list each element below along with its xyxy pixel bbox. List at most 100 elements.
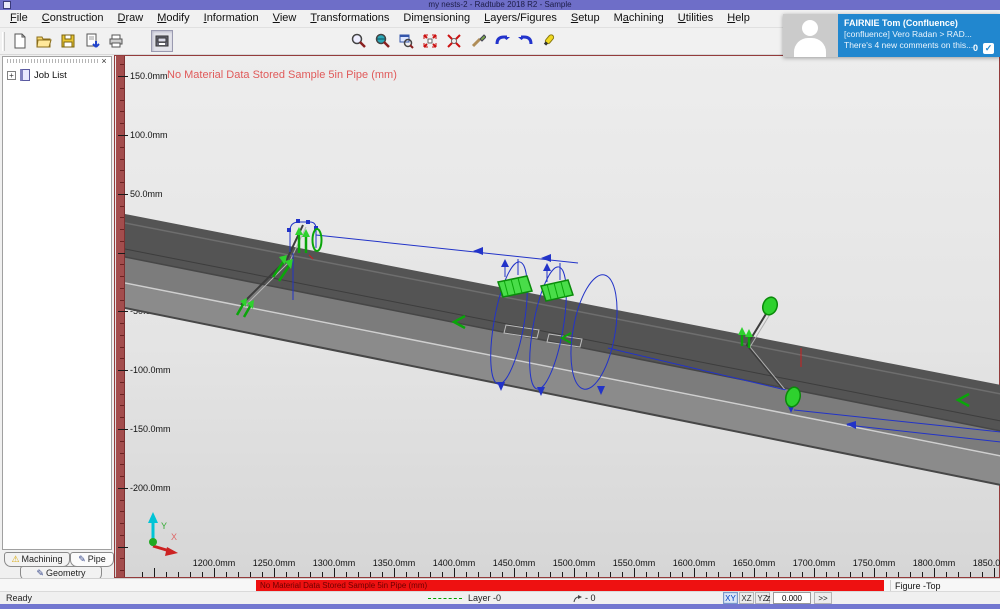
notification-subject: [confluence] Vero Radan > RAD... (844, 29, 972, 39)
zoom-unzoom-button[interactable] (443, 30, 465, 52)
close-icon[interactable]: × (101, 56, 107, 66)
plot-icon (154, 35, 170, 53)
h-ruler-label: 1250.0mm (252, 558, 296, 568)
highlighter-button[interactable] (539, 30, 561, 52)
plane-button-xz[interactable]: XZ (739, 592, 754, 604)
ruler-tick (274, 568, 275, 577)
more-button[interactable]: >> (814, 592, 832, 604)
ruler-tick (120, 323, 124, 325)
notification-count: 0 (972, 43, 978, 53)
ruler-tick (214, 568, 215, 577)
menu-draw[interactable]: Draw (117, 12, 144, 24)
pen-icon: ✎ (36, 568, 45, 578)
ruler-tick (646, 572, 647, 577)
open-button[interactable] (33, 30, 55, 52)
ruler-tick (682, 572, 683, 577)
pipe-3d-view[interactable]: Y X (125, 56, 1000, 577)
menu-machining[interactable]: Machining (613, 12, 664, 24)
layer-indicator[interactable]: Layer -0 (428, 593, 501, 603)
open-icon (36, 36, 52, 53)
menu-information[interactable]: Information (203, 12, 259, 24)
ruler-tick (120, 264, 124, 266)
ruler-tick (346, 572, 347, 577)
toolpath-lines (287, 219, 1000, 443)
menu-help[interactable]: Help (727, 12, 750, 24)
undo-button[interactable] (491, 30, 513, 52)
ruler-tick (120, 417, 124, 419)
ruler-tick (120, 217, 124, 219)
z-label: z (766, 593, 771, 603)
ruler-tick (118, 487, 128, 489)
notification-message[interactable]: FAIRNIE Tom (Confluence) [confluence] Ve… (838, 14, 1000, 57)
menu-construction[interactable]: Construction (41, 12, 104, 24)
ruler-tick (118, 546, 128, 548)
notification-toast[interactable]: FAIRNIE Tom (Confluence) [confluence] Ve… (783, 14, 1000, 57)
h-ruler-label: 1400.0mm (432, 558, 476, 568)
banner-row: No Material Data Stored Sample 5in Pipe … (0, 578, 1000, 592)
ruler-tick (622, 572, 623, 577)
ruler-tick (120, 287, 124, 289)
tab-pipe[interactable]: ✎ Pipe (70, 552, 114, 567)
z-input[interactable] (773, 592, 811, 604)
menu-layers-figures[interactable]: Layers/Figures (484, 12, 557, 24)
h-ruler-label: 1850.0mm (972, 558, 1000, 568)
plane-button-xy[interactable]: XY (723, 592, 738, 604)
print-button[interactable] (105, 30, 127, 52)
datum-marks (308, 254, 802, 367)
brush-icon (470, 34, 487, 53)
ruler-tick (120, 558, 124, 560)
ruler-tick (382, 572, 383, 577)
ruler-tick (598, 572, 599, 577)
notification-preview: There's 4 new comments on this... (844, 40, 974, 50)
menu-transformations[interactable]: Transformations (310, 12, 390, 24)
ruler-tick (120, 511, 124, 513)
menu-dimensioning[interactable]: Dimensioning (403, 12, 471, 24)
tree-item-job-list[interactable]: + Job List (7, 68, 67, 82)
ruler-tick (118, 193, 128, 195)
drawing-canvas[interactable]: 150.0mm100.0mm50.0mm-50.0mm-100.0mm-150.… (114, 55, 1000, 578)
panel-grip[interactable] (7, 59, 99, 63)
ruler-tick (454, 568, 455, 577)
menu-file[interactable]: File (10, 12, 28, 24)
ruler-tick (202, 572, 203, 577)
ruler-tick (886, 572, 887, 577)
ruler-tick (298, 572, 299, 577)
ruler-tick (982, 572, 983, 577)
tab-machining[interactable]: ⚠ Machining (4, 552, 70, 567)
ruler-tick (118, 252, 128, 254)
ruler-tick (118, 76, 128, 78)
highlighter-icon (542, 34, 558, 53)
toolbar-group-file (8, 30, 128, 54)
zoom-button[interactable] (347, 30, 369, 52)
plot-button[interactable] (151, 30, 173, 52)
undo-icon (494, 35, 510, 53)
ruler-tick (120, 123, 124, 125)
redo-button[interactable] (515, 30, 537, 52)
pipe-body (125, 214, 1000, 486)
brush-button[interactable] (467, 30, 489, 52)
h-ruler-label: 1750.0mm (852, 558, 896, 568)
toolbar-grip[interactable] (2, 32, 5, 51)
zoom-view-button[interactable] (371, 30, 393, 52)
menu-setup[interactable]: Setup (570, 12, 600, 24)
menu-view[interactable]: View (272, 12, 297, 24)
checkbox-icon[interactable]: ✓ (983, 43, 994, 54)
menu-modify[interactable]: Modify (157, 12, 190, 24)
ruler-tick (442, 572, 443, 577)
ruler-tick (238, 572, 239, 577)
plane-button-yz[interactable]: YZ (755, 592, 770, 604)
tree-expander-icon[interactable]: + (7, 70, 16, 80)
print-preview-button[interactable] (81, 30, 103, 52)
tree-item-label: Job List (34, 69, 67, 81)
ruler-tick (120, 523, 124, 525)
ruler-tick (754, 568, 755, 577)
angle-indicator[interactable]: - 0 (573, 593, 596, 603)
save-button[interactable] (57, 30, 79, 52)
ruler-tick (850, 572, 851, 577)
zoom-window-button[interactable] (395, 30, 417, 52)
ruler-tick (120, 170, 124, 172)
new-file-button[interactable] (9, 30, 31, 52)
menu-utilities[interactable]: Utilities (677, 12, 714, 24)
zoom-extents-button[interactable] (419, 30, 441, 52)
ruler-tick (310, 572, 311, 577)
